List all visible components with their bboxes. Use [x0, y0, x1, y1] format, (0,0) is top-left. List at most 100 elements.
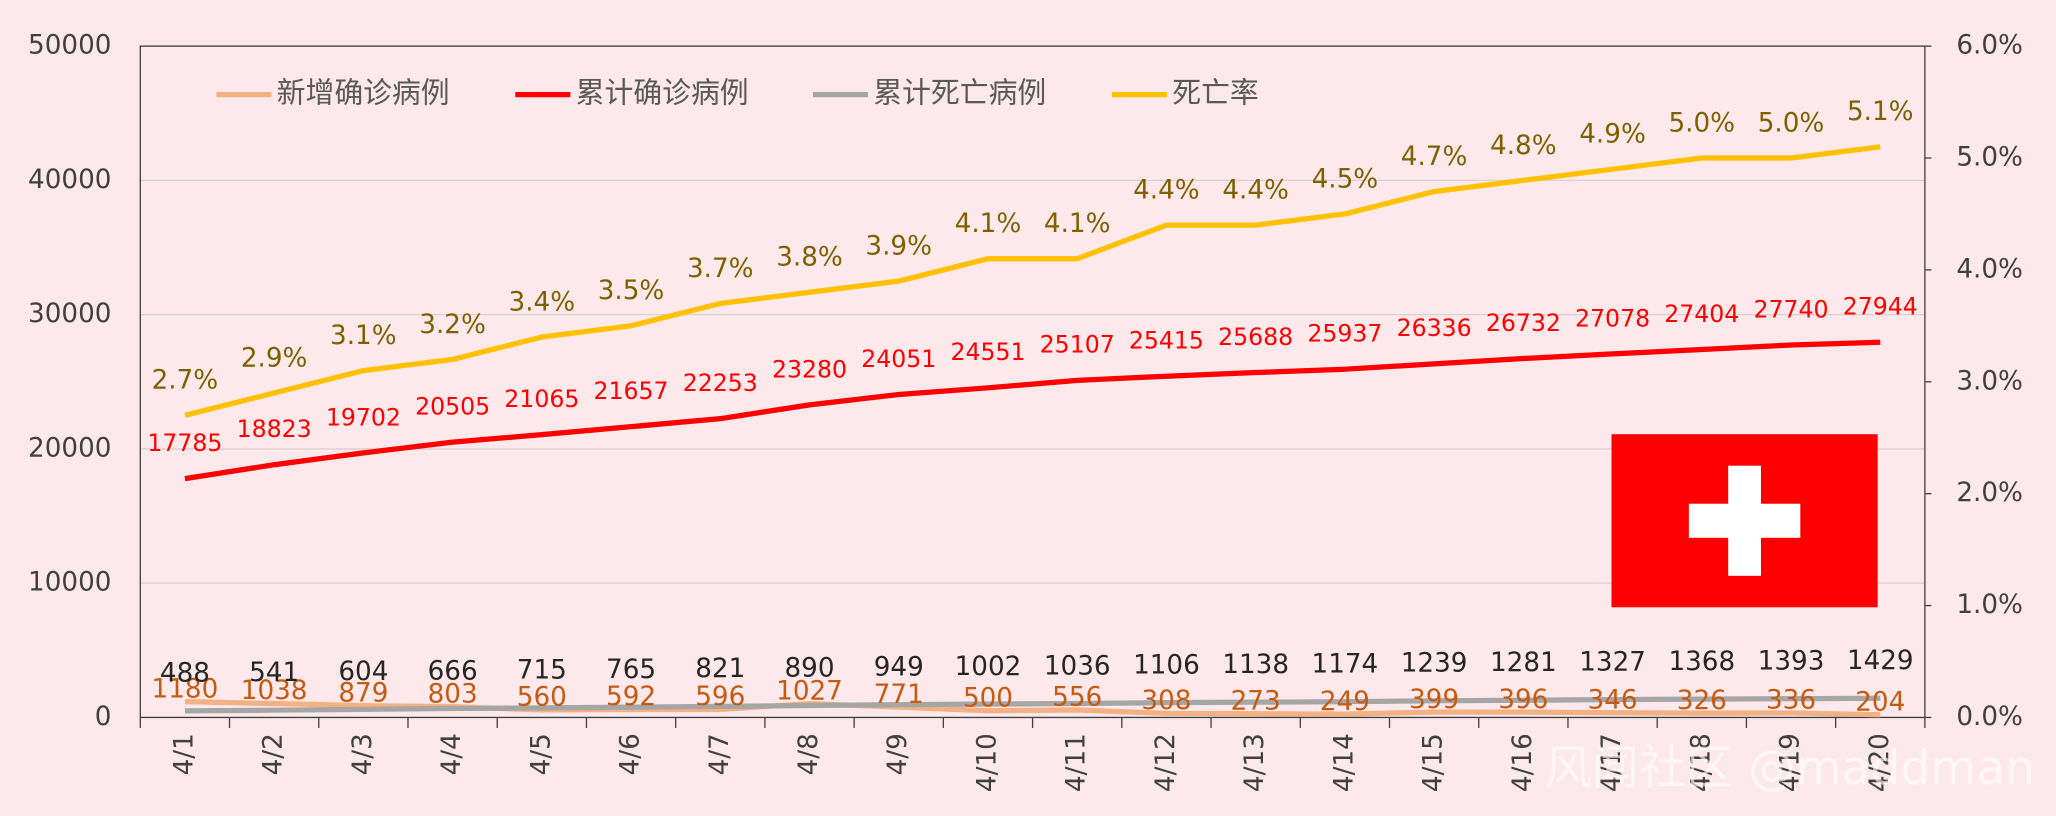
data-label: 556 — [1052, 683, 1102, 713]
x-tick-label: 4/17 — [1597, 733, 1627, 792]
data-label: 27944 — [1843, 293, 1918, 321]
data-label: 27404 — [1664, 300, 1739, 328]
data-label: 3.7% — [687, 254, 754, 284]
x-tick-label: 4/9 — [883, 733, 913, 775]
data-label: 4.1% — [1044, 209, 1111, 239]
data-label: 715 — [517, 656, 567, 686]
x-tick-label: 4/1 — [169, 733, 199, 775]
data-label: 4.1% — [955, 209, 1022, 239]
x-tick-label: 4/18 — [1686, 733, 1716, 792]
y2-tick-label: 6.0% — [1956, 31, 2023, 61]
data-label: 560 — [517, 683, 567, 713]
data-label: 21065 — [504, 385, 579, 413]
data-label: 25107 — [1040, 331, 1115, 359]
data-label: 1106 — [1133, 650, 1200, 680]
x-tick-label: 4/5 — [526, 733, 556, 775]
data-label: 879 — [338, 678, 388, 708]
data-label: 1281 — [1490, 648, 1557, 678]
data-label: 4.9% — [1579, 120, 1646, 150]
y2-tick-label: 3.0% — [1956, 366, 2023, 396]
data-label: 396 — [1498, 685, 1548, 715]
data-label: 771 — [874, 680, 924, 710]
data-label: 1036 — [1044, 651, 1111, 681]
y2-tick-label: 2.0% — [1956, 478, 2023, 508]
x-tick-label: 4/16 — [1508, 733, 1538, 792]
data-label: 1368 — [1668, 647, 1735, 677]
legend-label: 累计确诊病例 — [576, 76, 749, 110]
data-label: 19702 — [326, 403, 401, 431]
series-line — [184, 339, 1881, 482]
data-label: 27740 — [1754, 295, 1829, 323]
data-label: 204 — [1855, 687, 1905, 717]
marks: 0 10000 20000 30000 40000 50000 0.0% 1.0% 2.0% 3.… — [28, 31, 2023, 792]
data-label: 3.2% — [419, 310, 486, 340]
data-label: 4.8% — [1490, 131, 1557, 161]
data-label: 23280 — [772, 355, 847, 383]
y-tick-label: 10000 — [28, 568, 111, 598]
data-label: 4.7% — [1401, 142, 1468, 172]
data-label: 3.1% — [330, 321, 397, 351]
data-label: 273 — [1231, 686, 1281, 716]
data-label: 336 — [1766, 686, 1816, 716]
data-label: 1393 — [1758, 647, 1825, 677]
data-label: 1038 — [241, 676, 308, 706]
y-tick-label: 50000 — [28, 31, 111, 61]
x-tick-label: 4/11 — [1062, 733, 1092, 792]
data-label: 5.1% — [1847, 97, 1914, 127]
y2-tick-label: 4.0% — [1956, 254, 2023, 284]
x-tick-label: 4/12 — [1151, 733, 1181, 792]
data-label: 24551 — [950, 338, 1025, 366]
data-label: 500 — [963, 683, 1013, 713]
series-line — [184, 695, 1881, 714]
legend-label: 新增确诊病例 — [277, 76, 450, 110]
y-tick-label: 40000 — [28, 165, 111, 195]
x-tick-label: 4/15 — [1419, 733, 1449, 792]
data-label: 3.8% — [776, 243, 843, 273]
y-tick-label: 0 — [95, 702, 112, 732]
data-label: 1138 — [1222, 650, 1289, 680]
data-label: 4.5% — [1312, 164, 1379, 194]
data-label: 596 — [695, 682, 745, 712]
x-tick-label: 4/6 — [616, 733, 646, 775]
y2-tick-label: 5.0% — [1956, 142, 2023, 172]
watermark: 风闻社区 @maddman — [1545, 741, 2036, 796]
data-label: 1327 — [1579, 647, 1646, 677]
data-label: 5.0% — [1668, 108, 1735, 138]
data-label: 2.9% — [241, 343, 308, 373]
data-label: 890 — [784, 653, 834, 683]
data-label: 249 — [1320, 687, 1370, 717]
data-label: 1027 — [776, 676, 843, 706]
data-label: 26336 — [1397, 314, 1472, 342]
data-label: 3.4% — [509, 287, 576, 317]
data-label: 4.4% — [1133, 176, 1200, 206]
data-label: 27078 — [1575, 304, 1650, 332]
y-tick-label: 30000 — [28, 299, 111, 329]
data-label: 2.7% — [152, 366, 219, 396]
data-label: 25415 — [1129, 327, 1204, 355]
data-label: 604 — [338, 657, 388, 687]
y2-tick-label: 1.0% — [1956, 590, 2023, 620]
x-tick-label: 4/19 — [1776, 733, 1806, 792]
legend-label: 累计死亡病例 — [873, 76, 1046, 110]
x-tick-label: 4/7 — [705, 733, 735, 775]
data-label: 592 — [606, 682, 656, 712]
x-tick-label: 4/14 — [1329, 733, 1359, 792]
data-label: 17785 — [147, 429, 222, 457]
data-label: 3.5% — [598, 276, 665, 306]
data-label: 18823 — [237, 415, 312, 443]
y-tick-label: 20000 — [28, 433, 111, 463]
x-tick-label: 4/8 — [794, 733, 824, 775]
data-label: 1429 — [1847, 646, 1914, 676]
y2-tick-label: 0.0% — [1956, 702, 2023, 732]
data-label: 1180 — [152, 674, 219, 704]
x-tick-label: 4/13 — [1240, 733, 1270, 792]
x-tick-label: 4/3 — [348, 733, 378, 775]
data-label: 24051 — [861, 345, 936, 373]
data-label: 22253 — [683, 369, 758, 397]
data-label: 20505 — [415, 393, 490, 421]
x-tick-label: 4/20 — [1865, 733, 1895, 792]
legend-label: 死亡率 — [1172, 76, 1259, 110]
